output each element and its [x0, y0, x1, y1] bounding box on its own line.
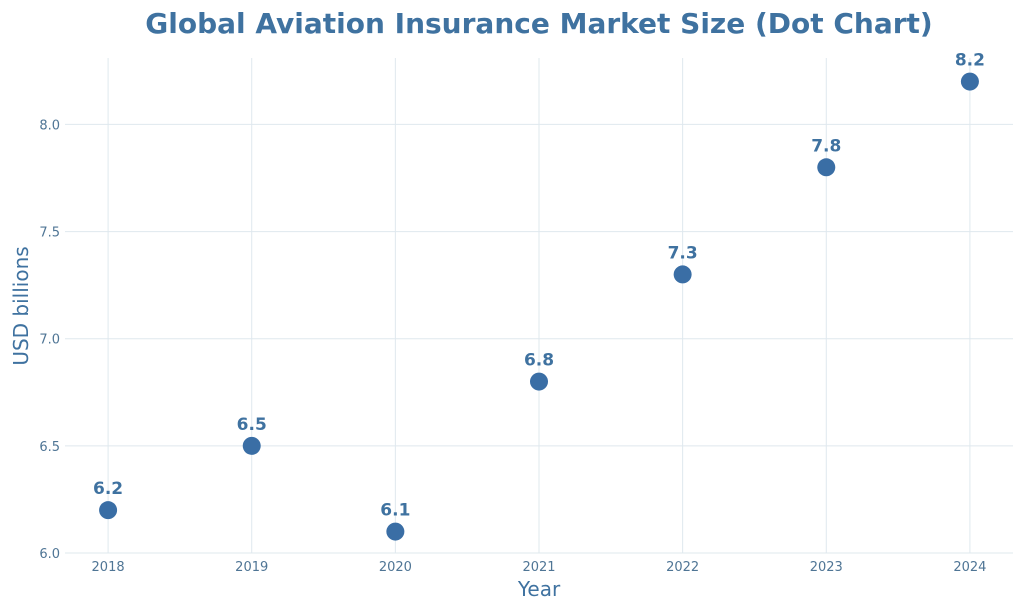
y-tick-label: 6.0	[39, 547, 60, 562]
y-axis-label: USD billions	[9, 246, 33, 365]
y-tick-label: 8.0	[39, 118, 60, 133]
data-point	[242, 436, 261, 455]
x-axis-label: Year	[517, 577, 561, 601]
data-point	[817, 158, 836, 177]
grid	[65, 58, 1013, 554]
chart-title: Global Aviation Insurance Market Size (D…	[145, 7, 932, 40]
x-tick-label: 2022	[666, 560, 699, 575]
x-tick-label: 2020	[379, 560, 412, 575]
data-label: 7.3	[668, 243, 698, 263]
ticks: 6.0 6.5 7.0 7.5 8.0 2018 2019 2020 2021 2022 2023 2…	[39, 118, 986, 575]
data-point	[99, 501, 118, 520]
x-tick-label: 2021	[522, 560, 555, 575]
data-point	[673, 265, 692, 284]
data-label: 6.8	[524, 351, 554, 371]
data-label: 7.8	[811, 136, 841, 156]
x-tick-label: 2019	[235, 560, 268, 575]
y-tick-label: 7.0	[39, 333, 60, 348]
x-tick-label: 2018	[92, 560, 125, 575]
data-points: 6.2 6.5 6.1 6.8 7.3 7.8 8.2	[93, 51, 985, 541]
data-label: 6.1	[380, 501, 410, 521]
data-label: 6.5	[237, 415, 267, 435]
data-label: 6.2	[93, 479, 123, 499]
data-point	[530, 372, 548, 391]
data-label: 8.2	[955, 51, 985, 71]
y-tick-label: 7.5	[39, 226, 60, 241]
x-tick-label: 2023	[810, 560, 843, 575]
y-tick-label: 6.5	[39, 440, 60, 455]
x-tick-label: 2024	[953, 560, 986, 575]
data-point	[960, 72, 979, 91]
data-point	[386, 522, 405, 541]
